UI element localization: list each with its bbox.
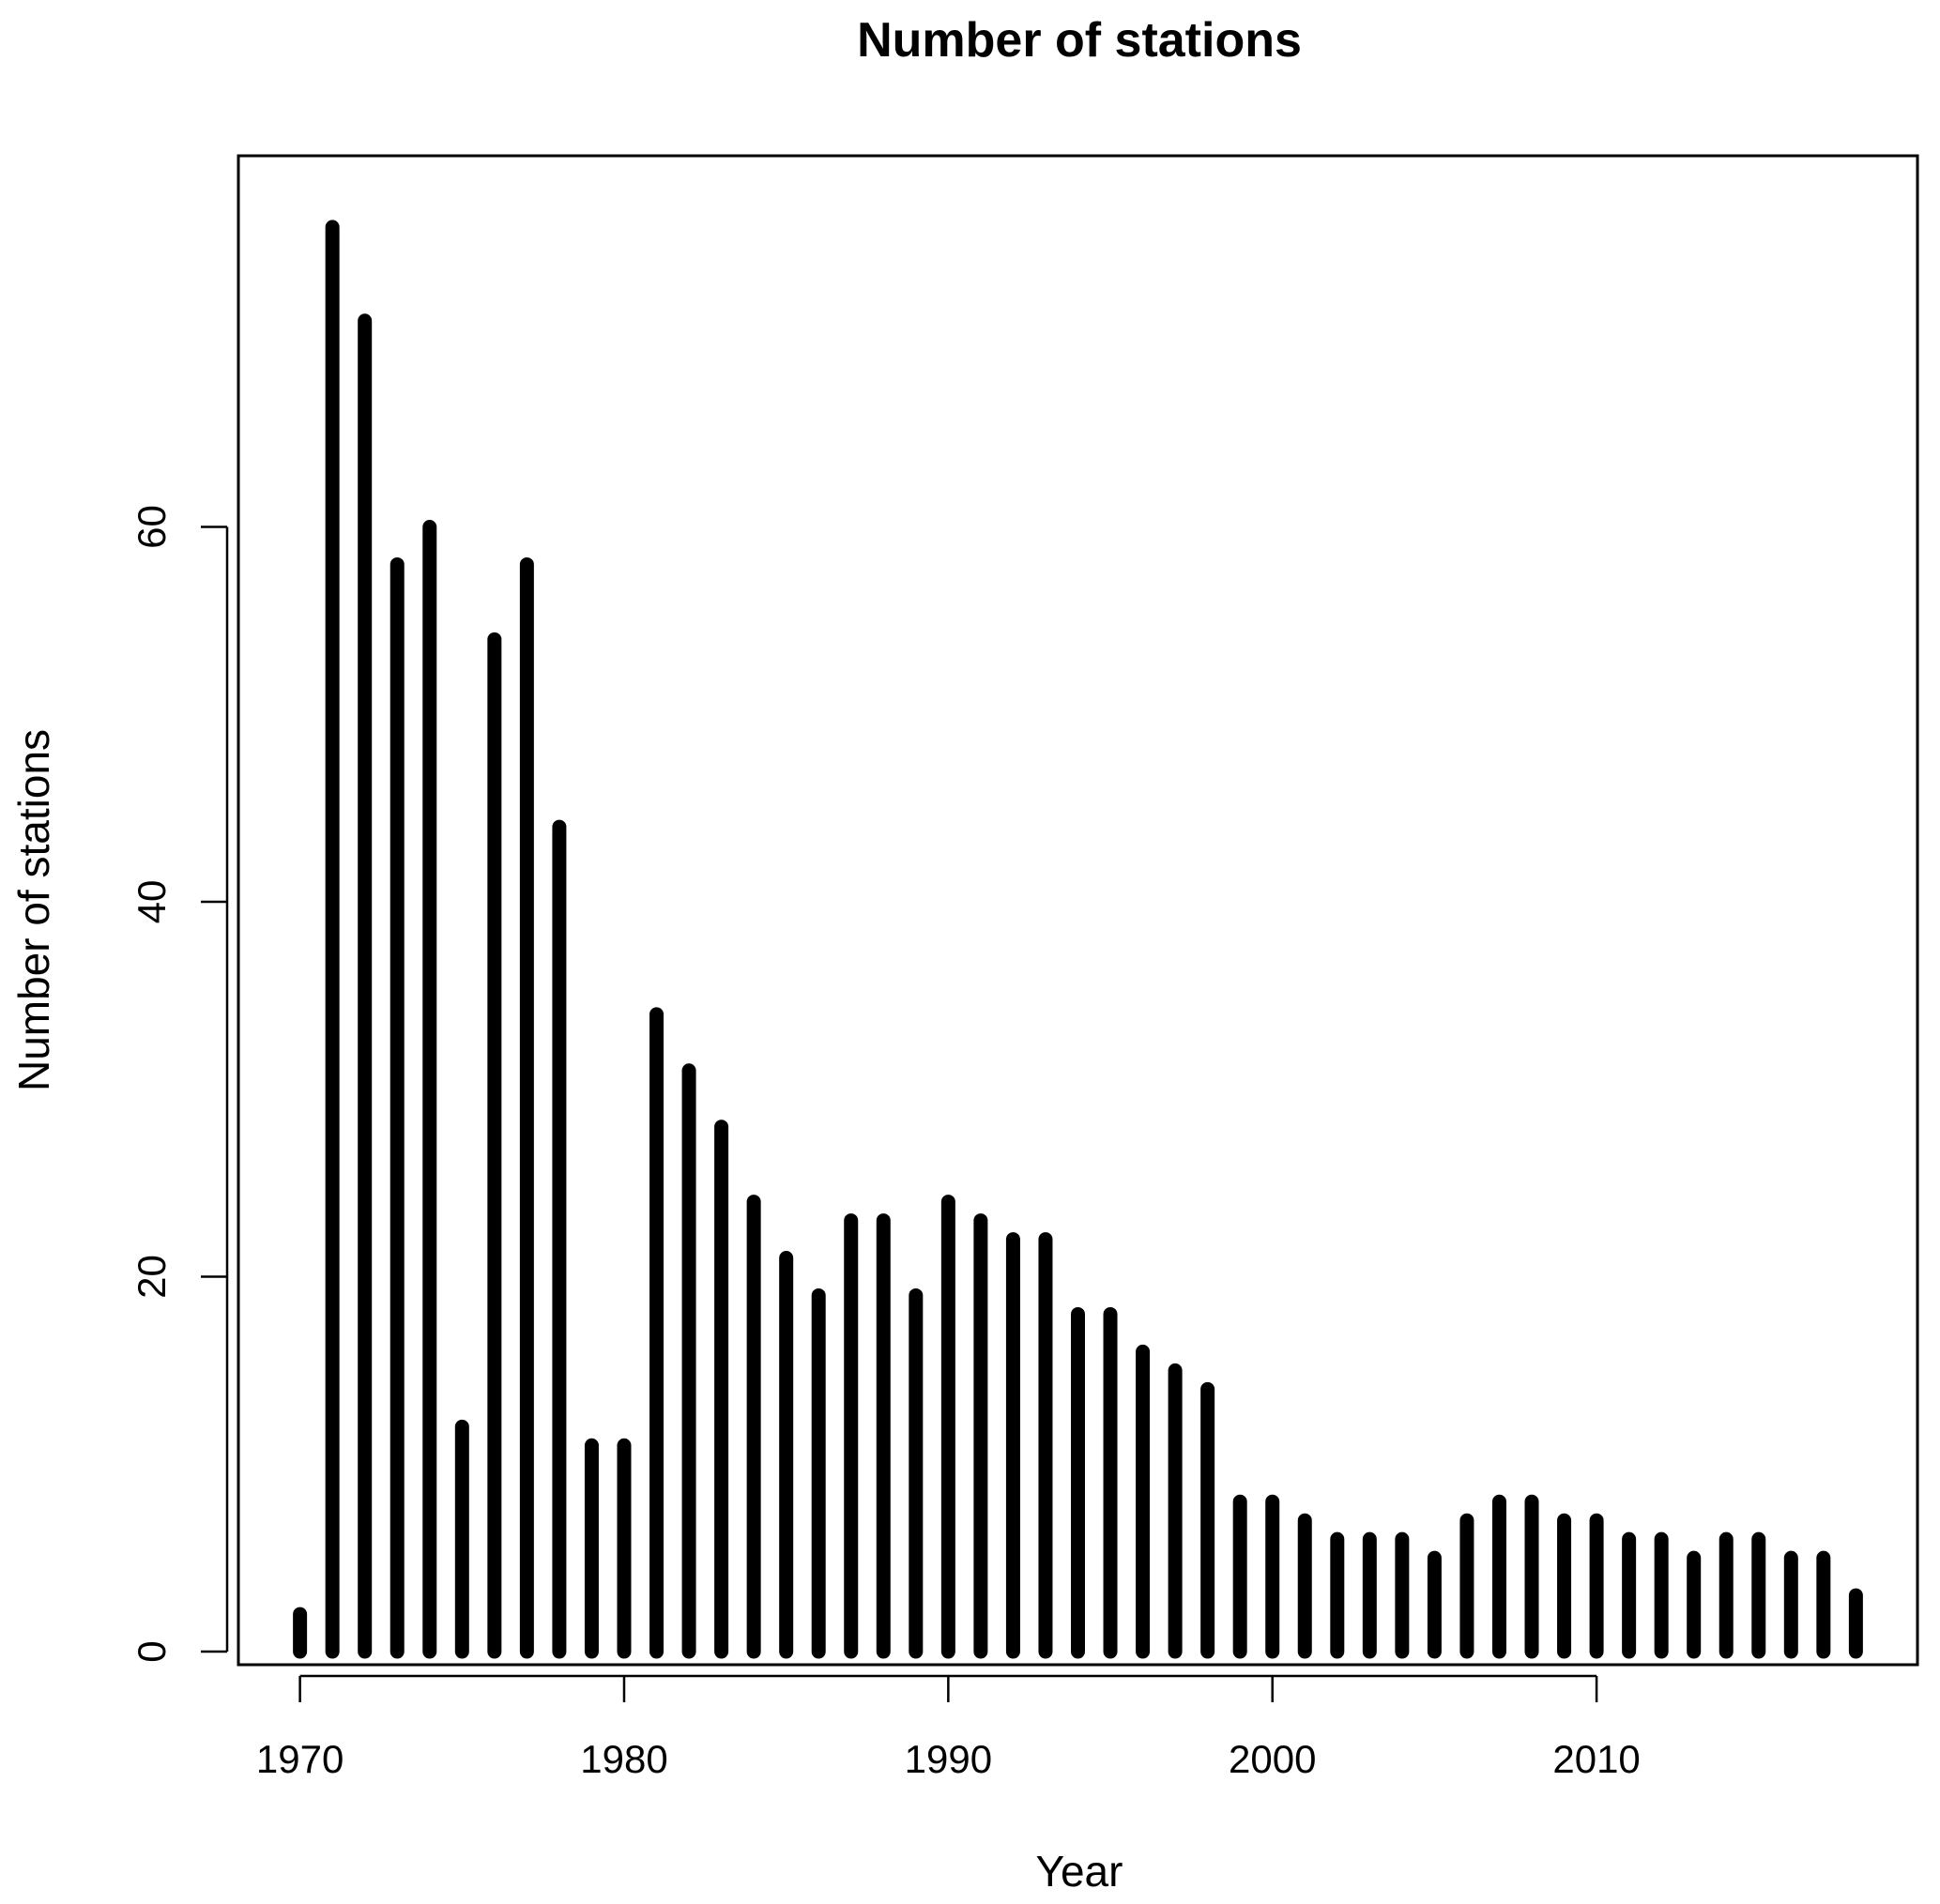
x-axis: 1970 1980 1990 2000 2010 [256, 1674, 1641, 1781]
x-tick-label-2000: 2000 [1229, 1737, 1316, 1781]
y-axis-label: Number of stations [9, 729, 58, 1091]
y-tick-label-0: 0 [130, 1640, 174, 1662]
bars-group [293, 220, 1863, 1659]
x-tick-label-1980: 1980 [580, 1737, 667, 1781]
y-tick-label-20: 20 [130, 1255, 174, 1299]
y-tick-label-60: 60 [130, 505, 174, 549]
x-tick-label-1990: 1990 [905, 1737, 992, 1781]
y-tick-label-40: 40 [130, 880, 174, 924]
x-tick-label-2010: 2010 [1552, 1737, 1640, 1781]
y-axis: 0 20 40 60 [130, 505, 229, 1663]
plot-frame [237, 154, 1919, 1667]
x-axis-label: Year [1036, 1847, 1123, 1896]
chart-title: Number of stations [857, 13, 1302, 68]
x-tick-label-1970: 1970 [256, 1737, 344, 1781]
